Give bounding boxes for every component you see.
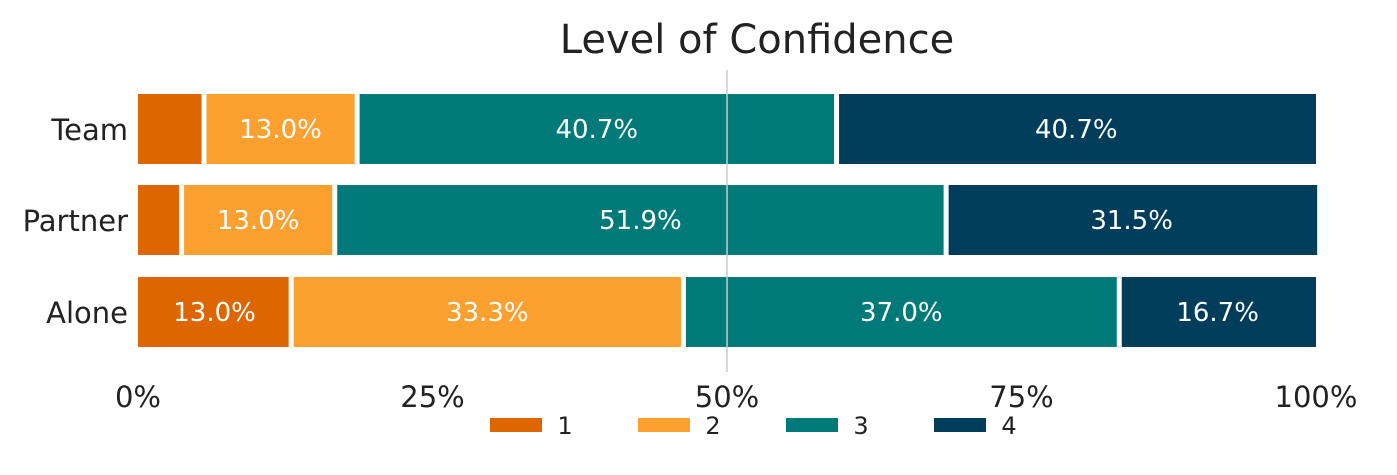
bar-alone-level-3 [685, 277, 1117, 347]
bars-layer [138, 94, 1318, 347]
data-labels-layer: 13.0% 40.7% 40.7% 13.0% 51.9% 31.5% 13.0% 33.3%… [173, 115, 1259, 328]
bar-alone-level-4 [1121, 277, 1316, 347]
bar-team-level-3 [359, 94, 835, 164]
legend-swatch-1 [490, 418, 542, 432]
legend-label-4: 4 [1001, 412, 1016, 440]
data-label-team-level-2: 13.0% [239, 115, 322, 145]
legend-label-1: 1 [557, 412, 572, 440]
category-label-partner: Partner [23, 204, 128, 238]
bar-team-level-1 [138, 94, 202, 164]
x-tick-labels-layer: 0% 25% 50% 75% 100% [115, 380, 1357, 414]
x-tick-label-25: 25% [400, 380, 464, 414]
bar-partner-level-3 [337, 185, 944, 255]
bar-partner-level-4 [948, 185, 1318, 255]
legend: 1 2 3 4 [490, 412, 1017, 440]
data-label-partner-level-4: 31.5% [1090, 206, 1173, 236]
legend-label-2: 2 [705, 412, 720, 440]
x-tick-label-75: 75% [989, 380, 1053, 414]
bar-team-level-4 [839, 94, 1316, 164]
legend-swatch-2 [638, 418, 690, 432]
data-label-alone-level-3: 37.0% [860, 298, 943, 328]
data-label-partner-level-3: 51.9% [599, 206, 682, 236]
legend-swatch-4 [934, 418, 986, 432]
data-label-alone-level-4: 16.7% [1176, 298, 1259, 328]
category-labels-layer: Team Partner Alone [23, 113, 128, 330]
data-label-alone-level-1: 13.0% [173, 298, 256, 328]
category-label-team: Team [50, 113, 128, 147]
data-label-team-level-3: 40.7% [556, 115, 639, 145]
legend-swatch-3 [786, 418, 838, 432]
bar-team-level-2 [206, 94, 355, 164]
x-tick-label-100: 100% [1275, 380, 1358, 414]
bar-partner-level-1 [138, 185, 180, 255]
legend-label-3: 3 [853, 412, 868, 440]
data-label-alone-level-2: 33.3% [446, 298, 529, 328]
bar-alone-level-1 [138, 277, 289, 347]
bar-partner-level-2 [184, 185, 333, 255]
x-tick-label-50: 50% [695, 380, 759, 414]
x-tick-label-0: 0% [115, 380, 161, 414]
chart-title: Level of Confidence [560, 17, 954, 63]
data-label-partner-level-2: 13.0% [217, 206, 300, 236]
bar-alone-level-2 [293, 277, 681, 347]
category-label-alone: Alone [46, 296, 128, 330]
data-label-team-level-4: 40.7% [1035, 115, 1118, 145]
